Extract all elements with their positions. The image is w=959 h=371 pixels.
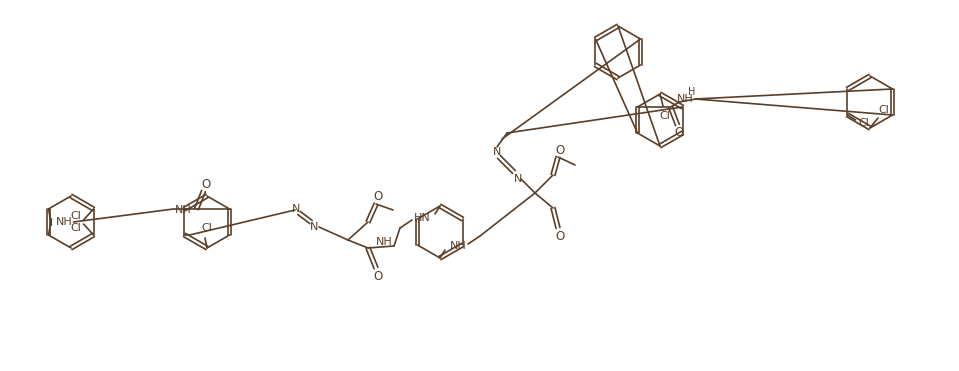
Text: NH: NH (57, 217, 73, 227)
Text: O: O (555, 144, 565, 157)
Text: NH: NH (175, 205, 192, 215)
Text: O: O (675, 127, 684, 139)
Text: O: O (373, 269, 383, 282)
Text: O: O (200, 177, 210, 190)
Text: NH: NH (677, 94, 694, 104)
Text: HN: HN (413, 213, 431, 223)
Text: NH: NH (376, 237, 392, 247)
Text: N: N (514, 174, 523, 184)
Text: NH: NH (450, 241, 466, 251)
Text: Cl: Cl (878, 105, 889, 115)
Text: N: N (493, 147, 502, 157)
Text: Cl: Cl (70, 223, 81, 233)
Text: Cl: Cl (660, 111, 670, 121)
Text: Cl: Cl (858, 118, 869, 128)
Text: N: N (310, 222, 318, 232)
Text: O: O (555, 230, 565, 243)
Text: Cl: Cl (201, 223, 213, 233)
Text: H: H (688, 87, 695, 97)
Text: O: O (373, 190, 383, 203)
Text: N: N (292, 204, 300, 214)
Text: Cl: Cl (70, 211, 81, 221)
